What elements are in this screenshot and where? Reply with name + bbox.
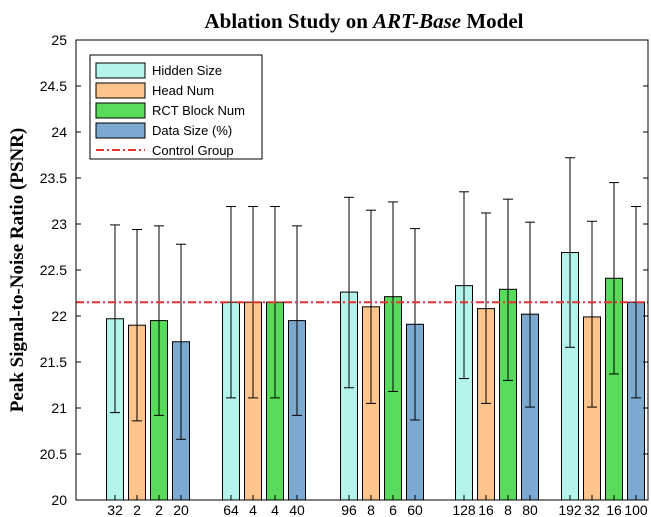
x-tick-label: 40 xyxy=(289,502,305,517)
legend-swatch xyxy=(95,102,146,119)
legend-label: Hidden Size xyxy=(152,63,222,78)
legend-label: Data Size (%) xyxy=(152,123,232,138)
y-tick-label: 21 xyxy=(51,400,67,416)
y-tick-label: 22 xyxy=(51,308,67,324)
x-tick-label: 96 xyxy=(341,502,357,517)
y-tick-label: 23.5 xyxy=(40,170,67,186)
legend-label: Head Num xyxy=(152,83,214,98)
y-tick-label: 20 xyxy=(51,492,67,508)
legend-label: Control Group xyxy=(152,143,234,158)
y-tick-label: 22.5 xyxy=(40,262,67,278)
x-tick-label: 2 xyxy=(133,502,141,517)
x-tick-label: 192 xyxy=(558,502,582,517)
legend-swatch xyxy=(95,122,146,139)
x-tick-label: 2 xyxy=(155,502,163,517)
x-tick-label: 20 xyxy=(173,502,189,517)
y-tick-label: 25 xyxy=(51,32,67,48)
legend-label: RCT Block Num xyxy=(152,103,245,118)
y-tick-label: 24.5 xyxy=(40,78,67,94)
x-tick-label: 128 xyxy=(452,502,476,517)
x-tick-label: 16 xyxy=(606,502,622,517)
x-tick-label: 4 xyxy=(271,502,279,517)
x-tick-label: 16 xyxy=(478,502,494,517)
y-tick-label: 23 xyxy=(51,216,67,232)
legend-swatch xyxy=(95,82,146,99)
y-axis-label: Peak Signal-to-Noise Ratio (PSNR) xyxy=(7,128,28,412)
x-tick-label: 6 xyxy=(389,502,397,517)
chart-title: Ablation Study on ART-Base Model xyxy=(205,9,524,33)
x-tick-label: 80 xyxy=(522,502,538,517)
x-tick-label: 60 xyxy=(407,502,423,517)
y-tick-label: 24 xyxy=(51,124,67,140)
x-tick-label: 32 xyxy=(107,502,123,517)
x-tick-label: 64 xyxy=(223,502,239,517)
x-tick-label: 8 xyxy=(367,502,375,517)
y-tick-label: 21.5 xyxy=(40,354,67,370)
x-tick-label: 32 xyxy=(584,502,600,517)
x-tick-label: 8 xyxy=(504,502,512,517)
legend-swatch xyxy=(95,62,146,79)
x-tick-label: 4 xyxy=(249,502,257,517)
y-tick-label: 20.5 xyxy=(40,446,67,462)
x-tick-label: 100 xyxy=(624,502,648,517)
